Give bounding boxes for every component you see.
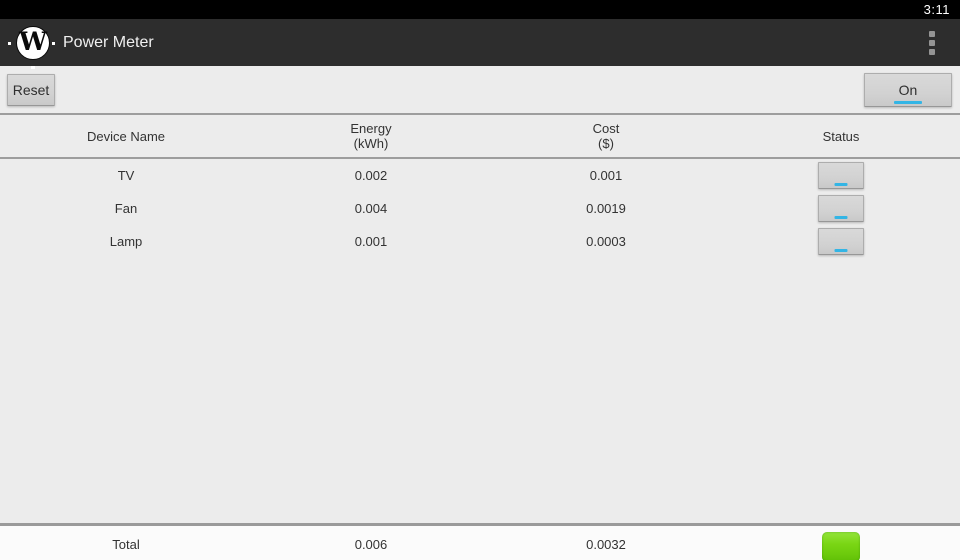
table-header: Device Name Energy (kWh) Cost ($) Status bbox=[0, 115, 960, 159]
device-status-toggle[interactable] bbox=[818, 162, 864, 189]
action-bar: W Power Meter bbox=[0, 19, 960, 69]
status-cell bbox=[722, 159, 960, 192]
device-status-toggle[interactable] bbox=[818, 228, 864, 255]
device-name: TV bbox=[117, 168, 135, 183]
energy-value: 0.002 bbox=[354, 168, 388, 183]
energy-value: 0.001 bbox=[354, 234, 388, 249]
overflow-dot bbox=[929, 31, 935, 37]
header-energy: Energy (kWh) bbox=[350, 121, 392, 151]
device-name: Fan bbox=[114, 201, 138, 216]
toggle-on-indicator bbox=[834, 216, 848, 219]
total-cost-value: 0.0032 bbox=[586, 536, 626, 552]
cost-value: 0.0019 bbox=[586, 201, 626, 216]
w-logo-icon: W bbox=[16, 25, 50, 60]
toggle-on-indicator bbox=[834, 183, 848, 186]
header-status: Status bbox=[822, 128, 860, 144]
table-row-fan: Fan 0.004 0.0019 bbox=[0, 192, 960, 225]
logo-dot-bottom bbox=[31, 65, 35, 69]
master-power-toggle-button[interactable]: On bbox=[864, 72, 952, 107]
logo-dot-left bbox=[8, 41, 11, 45]
toggle-on-indicator bbox=[894, 100, 922, 104]
device-status-toggle[interactable] bbox=[818, 195, 864, 222]
clock-time: 3:11 bbox=[923, 2, 950, 17]
cost-value: 0.001 bbox=[589, 168, 623, 183]
header-device-name: Device Name bbox=[86, 128, 166, 144]
total-divider-line bbox=[0, 523, 960, 526]
overflow-dot bbox=[929, 40, 935, 46]
total-label: Total bbox=[112, 536, 140, 552]
empty-table-area bbox=[0, 258, 960, 523]
table-row-tv: TV 0.002 0.001 bbox=[0, 159, 960, 192]
power-on-green-indicator bbox=[822, 532, 860, 560]
reset-button[interactable]: Reset bbox=[7, 73, 55, 106]
power-toggle-label: On bbox=[898, 81, 918, 98]
logo-letter: W bbox=[18, 27, 48, 56]
table-row-lamp: Lamp 0.001 0.0003 bbox=[0, 225, 960, 258]
total-energy-value: 0.006 bbox=[354, 536, 388, 552]
logo-dot-right bbox=[52, 41, 55, 45]
header-cost: Cost ($) bbox=[592, 121, 620, 151]
overflow-menu-icon[interactable] bbox=[920, 25, 944, 61]
toggle-on-indicator bbox=[834, 249, 848, 252]
app-logo-icon: W bbox=[8, 22, 56, 69]
overflow-dot bbox=[929, 49, 935, 55]
energy-value: 0.004 bbox=[354, 201, 388, 216]
toolbar: Reset On bbox=[0, 66, 960, 115]
total-status-cell bbox=[722, 526, 960, 560]
status-bar: 3:11 bbox=[0, 0, 960, 19]
total-row: Total 0.006 0.0032 bbox=[0, 526, 960, 560]
cost-value: 0.0003 bbox=[586, 234, 626, 249]
status-cell bbox=[722, 192, 960, 225]
status-cell bbox=[722, 225, 960, 258]
device-name: Lamp bbox=[109, 234, 143, 249]
app-title: Power Meter bbox=[63, 33, 154, 51]
